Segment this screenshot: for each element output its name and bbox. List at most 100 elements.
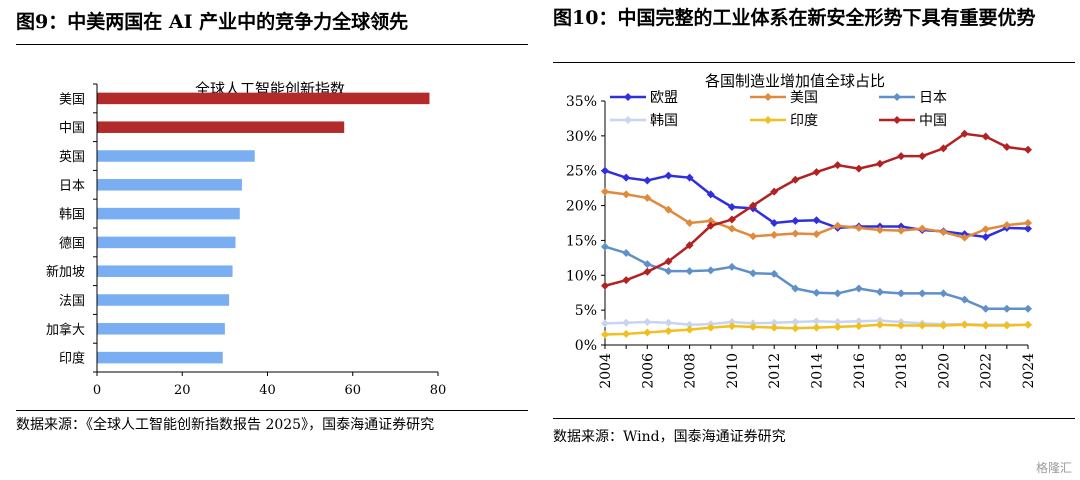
data-point-japan — [812, 288, 821, 297]
y-tick-label: 10% — [566, 268, 597, 284]
data-point-china — [727, 215, 736, 224]
data-point-japan — [897, 289, 906, 298]
legend-label: 日本 — [919, 90, 947, 106]
data-point-china — [854, 164, 863, 173]
data-point-india — [981, 321, 990, 330]
bar-2 — [97, 121, 345, 133]
category-label: 美国 — [59, 92, 85, 107]
watermark-logo: 格隆汇 — [1035, 461, 1072, 475]
left-panel: 图9：中美两国在 AI 产业中的竞争力全球领先 全球人工智能创新指数 美国 中国 英国… — [16, 11, 528, 433]
data-point-europe — [981, 232, 990, 241]
data-point-india — [1024, 320, 1032, 329]
x-tick-label: 2014 — [810, 353, 826, 389]
data-point-india — [601, 330, 609, 339]
category-label: 中国 — [59, 121, 85, 136]
category-label: 法国 — [59, 294, 85, 309]
x-tick-label: 2020 — [936, 353, 952, 389]
left-figure-title: 图9：中美两国在 AI 产业中的竞争力全球领先 — [16, 11, 409, 33]
data-point-china — [1002, 143, 1011, 152]
data-point-china — [770, 187, 779, 196]
legend-marker-china — [893, 116, 901, 124]
left-bottom-rule — [16, 410, 528, 411]
x-tick-label: 2006 — [640, 353, 656, 389]
x-tick-label: 40 — [259, 383, 276, 398]
line-chart-title: 各国制造业增加值全球占比 — [705, 72, 885, 90]
data-point-korea — [770, 318, 779, 327]
data-point-china — [897, 152, 906, 161]
data-point-india — [854, 322, 863, 331]
x-tick-label: 2008 — [683, 353, 699, 389]
category-label: 韩国 — [59, 208, 85, 223]
data-point-europe — [727, 202, 736, 211]
data-point-usa — [833, 221, 842, 230]
x-tick-label: 2010 — [725, 353, 741, 389]
category-label: 德国 — [59, 236, 85, 251]
data-point-china — [960, 129, 969, 138]
legend-marker-usa — [764, 93, 772, 101]
data-point-japan — [1024, 304, 1032, 313]
data-point-china — [685, 241, 694, 250]
x-tick-label: 2004 — [598, 353, 614, 389]
legend-label: 中国 — [919, 113, 947, 129]
data-point-japan — [854, 284, 863, 293]
data-point-india — [622, 329, 631, 338]
data-point-korea — [833, 317, 842, 326]
data-point-japan — [770, 269, 779, 278]
data-point-korea — [791, 317, 800, 326]
data-point-india — [770, 323, 779, 332]
data-point-europe — [791, 216, 800, 225]
data-point-usa — [685, 219, 694, 227]
data-point-india — [918, 321, 927, 330]
right-figure-title: 图10：中国完整的工业体系在新安全形势下具有重要优势 — [553, 7, 1036, 29]
data-point-china — [918, 152, 927, 161]
data-point-china — [1024, 145, 1032, 154]
data-point-china — [622, 276, 631, 285]
data-point-japan — [875, 288, 884, 297]
data-point-europe — [770, 219, 779, 227]
right-source-note: 数据来源：Wind，国泰海通证券研究 — [553, 429, 786, 445]
x-tick-label: 0 — [93, 383, 101, 398]
bar-6 — [97, 236, 236, 249]
data-point-usa — [1024, 219, 1032, 227]
data-point-korea — [685, 320, 694, 329]
y-tick-label: 25% — [566, 164, 597, 180]
data-point-korea — [875, 316, 884, 325]
data-point-india — [875, 320, 884, 329]
data-point-japan — [981, 304, 990, 313]
data-point-china — [981, 132, 990, 141]
y-tick-label: 0% — [575, 338, 597, 354]
data-point-europe — [1024, 224, 1032, 233]
data-point-china — [875, 159, 884, 168]
x-tick-label: 60 — [344, 383, 361, 398]
data-point-japan — [960, 295, 969, 304]
data-point-usa — [791, 229, 800, 238]
data-point-usa — [601, 187, 609, 196]
x-tick-label: 2022 — [979, 353, 995, 389]
bar-5 — [97, 207, 240, 220]
data-point-japan — [939, 289, 948, 298]
data-point-usa — [854, 223, 863, 232]
legend-marker-india — [764, 116, 772, 124]
data-point-usa — [622, 190, 631, 199]
data-point-usa — [643, 193, 652, 202]
right-panel: 图10：中国完整的工业体系在新安全形势下具有重要优势 各国制造业增加值全球占比 0… — [545, 0, 1080, 480]
category-label: 加拿大 — [46, 322, 85, 338]
bar-4 — [97, 179, 242, 191]
data-point-japan — [918, 289, 927, 298]
data-point-europe — [601, 166, 609, 175]
data-point-korea — [622, 318, 631, 327]
x-tick-label: 2018 — [894, 353, 910, 389]
category-label: 印度 — [59, 351, 85, 367]
data-point-usa — [981, 225, 990, 234]
data-point-korea — [727, 317, 736, 326]
y-tick-label: 15% — [566, 233, 597, 249]
data-point-usa — [706, 216, 715, 225]
data-point-india — [897, 321, 906, 330]
data-point-india — [685, 325, 694, 334]
data-point-india — [960, 320, 969, 329]
x-tick-label: 80 — [430, 383, 447, 398]
data-point-japan — [791, 284, 800, 293]
x-tick-label: 20 — [174, 383, 191, 398]
left-source-note: 数据来源：《全球人工智能创新指数报告 2025》，国泰海通证券研究 — [16, 417, 435, 433]
